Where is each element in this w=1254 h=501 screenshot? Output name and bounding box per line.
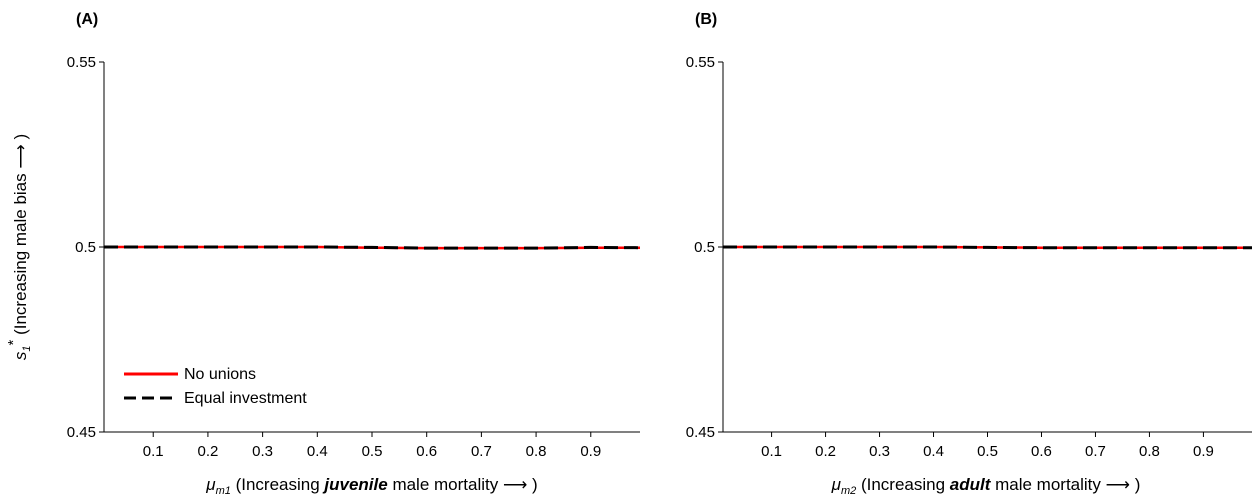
x-tick-label: 0.3 xyxy=(252,443,273,460)
legend-label: No unions xyxy=(184,366,256,383)
panel-label: (A) xyxy=(76,11,98,28)
x-axis-symbol: μ xyxy=(205,475,216,494)
y-tick-label: 0.45 xyxy=(67,424,96,441)
x-axis-subscript: m1 xyxy=(216,485,231,497)
x-tick-label: 0.4 xyxy=(923,443,944,460)
legend-label: Equal investment xyxy=(184,390,307,407)
y-tick-label: 0.45 xyxy=(686,424,715,441)
y-axis-label-text: (Increasing male bias ⟶ ) xyxy=(11,134,30,340)
x-tick-label: 0.1 xyxy=(761,443,782,460)
x-axis-symbol: μ xyxy=(831,475,842,494)
y-axis-subscript: 1 xyxy=(21,346,33,352)
x-axis-label-text: (Increasing xyxy=(231,475,325,494)
x-axis-label: μm2 (Increasing adult male mortality ⟶ ) xyxy=(831,475,1141,497)
x-tick-label: 0.4 xyxy=(307,443,328,460)
x-axis-label-text: (Increasing xyxy=(856,475,950,494)
panel-b: (B) 0.45 0.5 0.55 0.1 0.2 0.3 0.4 0.5 0.6 0.7 0.8 0.… xyxy=(686,11,1252,497)
y-tick-label: 0.55 xyxy=(686,54,715,71)
x-tick-label: 0.5 xyxy=(977,443,998,460)
x-tick-label: 0.1 xyxy=(143,443,164,460)
x-tick-label: 0.7 xyxy=(471,443,492,460)
x-tick-label: 0.7 xyxy=(1085,443,1106,460)
series-line-equal-investment xyxy=(104,245,641,250)
x-tick-label: 0.9 xyxy=(1193,443,1214,460)
x-tick-label: 0.8 xyxy=(1139,443,1160,460)
legend: No unions Equal investment xyxy=(124,366,307,407)
x-tick-label: 0.8 xyxy=(526,443,547,460)
x-axis-label-emphasis: juvenile xyxy=(322,475,387,494)
x-tick-label: 0.6 xyxy=(416,443,437,460)
y-tick-label: 0.55 xyxy=(67,54,96,71)
x-tick-label: 0.3 xyxy=(869,443,890,460)
y-axis-star: * xyxy=(5,340,22,346)
x-tick-label: 0.9 xyxy=(580,443,601,460)
y-tick-label: 0.5 xyxy=(75,239,96,256)
x-axis-label-text: male mortality ⟶ ) xyxy=(388,475,538,494)
x-tick-label: 0.5 xyxy=(362,443,383,460)
y-axis-label: s1* (Increasing male bias ⟶ ) xyxy=(5,134,33,360)
panel-label: (B) xyxy=(695,11,717,28)
x-axis-label: μm1 (Increasing juvenile male mortality … xyxy=(205,475,537,497)
panel-a: (A) 0.45 0.5 0.55 0.1 0.2 0.3 0.4 0.5 0.6 0.7 0.8 0.… xyxy=(5,11,641,497)
x-tick-label: 0.2 xyxy=(815,443,836,460)
x-axis-label-emphasis: adult xyxy=(950,475,992,494)
x-tick-label: 0.2 xyxy=(197,443,218,460)
x-tick-label: 0.6 xyxy=(1031,443,1052,460)
x-axis-label-text: male mortality ⟶ ) xyxy=(990,475,1140,494)
y-tick-label: 0.5 xyxy=(694,239,715,256)
series-line-equal-investment xyxy=(723,245,1252,250)
x-axis-subscript: m2 xyxy=(841,485,856,497)
y-axis-symbol: s xyxy=(11,351,30,360)
